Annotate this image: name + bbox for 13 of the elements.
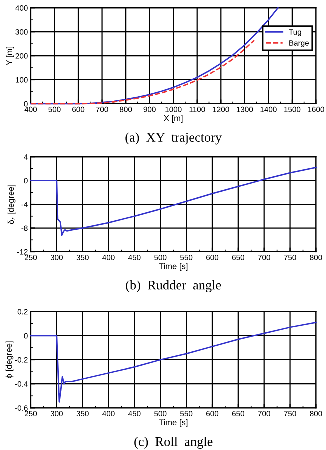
x-axis-title: Time [s] xyxy=(159,263,188,272)
y-axis-title: ϕ [degree] xyxy=(6,342,14,378)
text: (c) Roll angle xyxy=(134,437,213,450)
y-axis-title: δ$_{r}$ [degree] xyxy=(8,185,16,224)
text: (a) XY trajectory xyxy=(126,132,222,145)
x-axis-title: X [m] xyxy=(164,115,183,124)
y-axis-title: Y [m] xyxy=(6,46,14,66)
line-series xyxy=(30,167,317,236)
x-axis-title: Time [s] xyxy=(159,419,188,428)
line-series xyxy=(30,7,279,105)
text: (b) Rudder angle xyxy=(126,280,222,292)
line-series xyxy=(30,40,256,105)
line-series xyxy=(30,322,317,403)
